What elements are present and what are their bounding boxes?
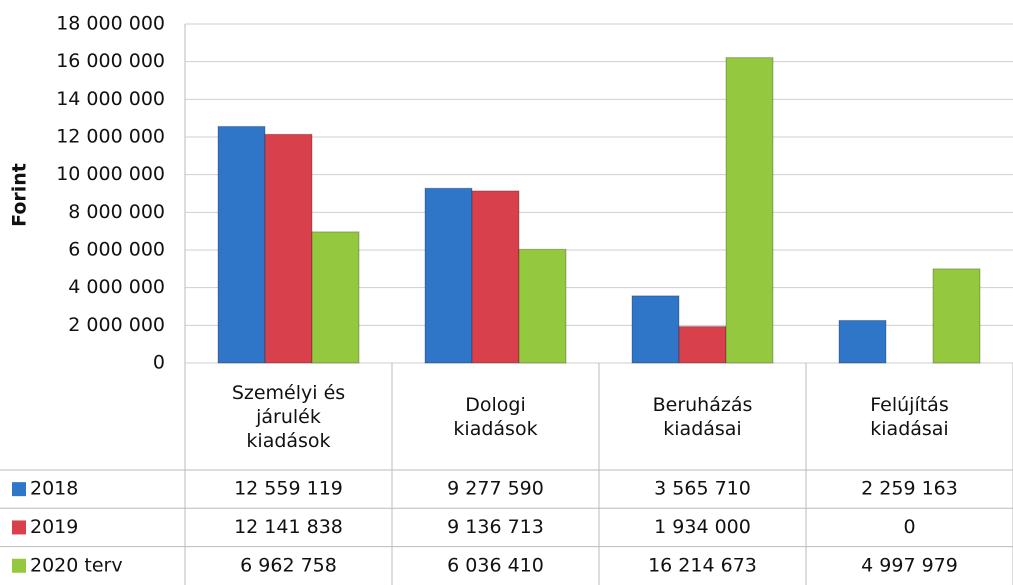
y-tick-label: 4 000 000: [68, 276, 165, 298]
data-label: 3 565 710: [654, 478, 751, 500]
y-tick-label: 18 000 000: [56, 13, 165, 35]
legend-label: 2020 terv: [30, 554, 123, 576]
y-tick-label: 16 000 000: [56, 50, 165, 72]
bar: [217, 125, 266, 364]
y-tick-label: 6 000 000: [68, 239, 165, 261]
legend-key: [12, 520, 26, 535]
category-cell: Felújítás kiadásai: [870, 393, 949, 440]
data-label: 6 036 410: [447, 554, 544, 576]
bar: [932, 268, 981, 364]
bar: [471, 190, 520, 364]
data-label: 16 214 673: [648, 554, 757, 576]
legend-key: [12, 558, 26, 573]
category-cell: Beruházás kiadásai: [652, 393, 753, 440]
data-label: 2 259 163: [861, 478, 958, 500]
data-label: 1 934 000: [654, 516, 751, 538]
y-tick-label: 10 000 000: [56, 163, 165, 185]
bar: [678, 326, 727, 364]
category-cell: Személyi és járulék kiadások: [231, 381, 346, 452]
x-tick-label: Dologi kiadások: [453, 393, 538, 440]
y-tick-label: 8 000 000: [68, 201, 165, 223]
data-label: 9 277 590: [447, 478, 544, 500]
y-tick-label: 0: [153, 352, 165, 374]
data-label: 12 559 119: [234, 478, 343, 500]
category-cell: Dologi kiadások: [453, 393, 538, 440]
legend-key: [12, 482, 26, 497]
data-label: 4 997 979: [861, 554, 958, 576]
x-tick-label: Személyi és járulék kiadások: [231, 381, 346, 452]
y-axis-label: Forint: [9, 163, 31, 227]
bar: [311, 231, 360, 364]
legend-label: 2018: [30, 478, 78, 500]
data-label: 9 136 713: [447, 516, 544, 538]
bar: [725, 57, 774, 364]
y-tick-label: 14 000 000: [56, 88, 165, 110]
x-tick-label: Beruházás kiadásai: [652, 393, 753, 440]
bar: [264, 133, 313, 364]
bar: [631, 295, 680, 364]
bar: [838, 319, 887, 364]
bar: [424, 187, 473, 364]
x-tick-label: Felújítás kiadásai: [870, 393, 949, 440]
data-label: 6 962 758: [240, 554, 337, 576]
bar: [518, 248, 567, 364]
y-tick-label: 12 000 000: [56, 126, 165, 148]
data-label: 0: [903, 516, 915, 538]
data-label: 12 141 838: [234, 516, 343, 538]
legend-label: 2019: [30, 516, 78, 538]
y-tick-label: 2 000 000: [68, 314, 165, 336]
